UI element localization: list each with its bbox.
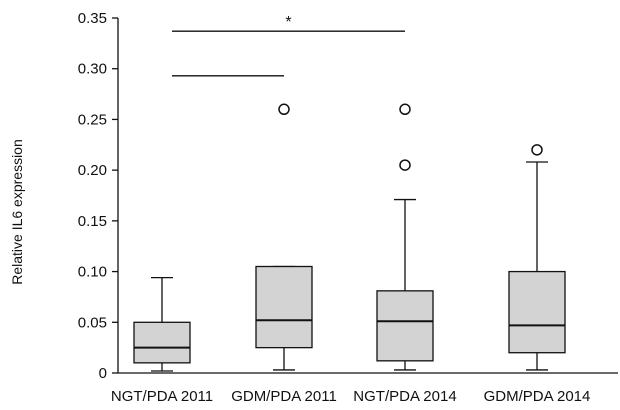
y-tick-label: 0.25 — [78, 111, 107, 128]
significance-brackets: * — [172, 14, 405, 77]
y-tick-label: 0.15 — [78, 213, 107, 230]
x-tick-label: GDM/PDA 2011 — [231, 388, 337, 405]
outlier-point — [399, 159, 411, 171]
outlier-point — [531, 144, 543, 156]
x-axis: NGT/PDA 2011 GDM/PDA 2011 NGT/PDA 2014 GDM/… — [111, 372, 618, 405]
outlier-point — [399, 103, 411, 116]
y-tick-label: 0 — [99, 365, 107, 382]
iqr-box — [133, 321, 191, 364]
box-2 — [255, 103, 313, 371]
y-tick-label: 0.35 — [78, 10, 107, 27]
x-tick-label: GDM/PDA 2014 — [484, 388, 591, 405]
iqr-box — [508, 270, 566, 354]
iqr-box — [376, 290, 434, 362]
boxes — [133, 103, 566, 372]
y-axis: 0 0.05 0.10 0.15 0.20 0.25 0.30 0.35 — [78, 10, 119, 382]
y-tick-label: 0.20 — [78, 162, 107, 179]
box-1 — [133, 277, 191, 372]
y-axis-title: Relative IL6 expression — [9, 139, 25, 285]
y-tick-label: 0.05 — [78, 314, 107, 331]
significance-label: * — [285, 14, 291, 31]
x-tick-label: NGT/PDA 2011 — [111, 388, 213, 405]
outlier-point — [278, 103, 290, 116]
box-3 — [376, 103, 434, 371]
box-4 — [508, 144, 566, 371]
y-tick-label: 0.10 — [78, 264, 107, 281]
y-tick-label: 0.30 — [78, 61, 107, 78]
x-tick-label: NGT/PDA 2014 — [353, 388, 456, 405]
iqr-box — [255, 265, 313, 349]
